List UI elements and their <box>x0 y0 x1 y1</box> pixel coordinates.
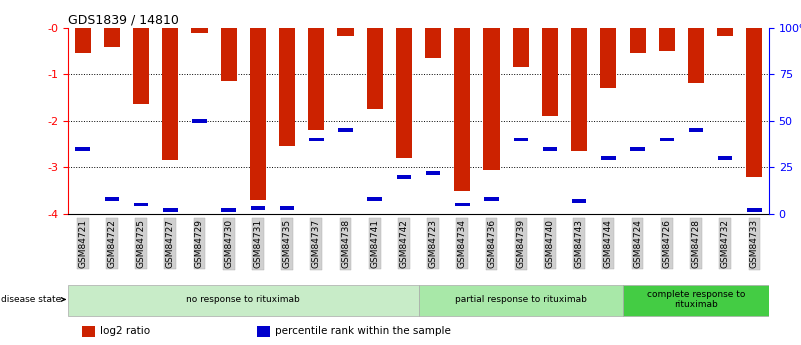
Bar <box>485 197 499 201</box>
Text: GSM84738: GSM84738 <box>341 219 350 268</box>
Bar <box>600 28 617 88</box>
Text: percentile rank within the sample: percentile rank within the sample <box>275 326 451 336</box>
Bar <box>83 326 95 337</box>
Text: GSM84736: GSM84736 <box>487 219 496 268</box>
Bar <box>542 28 558 116</box>
Bar <box>163 208 178 212</box>
Text: GSM84735: GSM84735 <box>283 219 292 268</box>
Text: GSM84739: GSM84739 <box>516 219 525 268</box>
Bar <box>747 208 762 212</box>
Bar <box>257 326 270 337</box>
Bar <box>484 28 500 170</box>
Text: GSM84730: GSM84730 <box>224 219 233 268</box>
Text: complete response to
rituximab: complete response to rituximab <box>646 290 745 309</box>
Bar <box>221 208 236 212</box>
Bar <box>74 28 91 53</box>
Text: GDS1839 / 14810: GDS1839 / 14810 <box>68 13 179 27</box>
Bar <box>659 138 674 141</box>
Text: GSM84721: GSM84721 <box>78 219 87 268</box>
Bar <box>75 147 90 150</box>
Bar <box>572 199 586 203</box>
Bar <box>279 28 295 146</box>
Bar <box>455 203 469 206</box>
Text: GSM84737: GSM84737 <box>312 219 321 268</box>
Text: GSM84723: GSM84723 <box>429 219 437 268</box>
FancyBboxPatch shape <box>623 285 769 316</box>
Bar <box>250 28 266 200</box>
Text: GSM84726: GSM84726 <box>662 219 671 268</box>
FancyBboxPatch shape <box>418 285 623 316</box>
Bar <box>630 28 646 53</box>
Bar <box>513 28 529 67</box>
Bar <box>251 206 265 210</box>
Text: GSM84743: GSM84743 <box>574 219 584 268</box>
Bar <box>717 28 733 36</box>
Bar <box>105 197 119 201</box>
Bar <box>191 28 207 33</box>
Text: GSM84728: GSM84728 <box>691 219 700 268</box>
Bar <box>163 28 179 160</box>
FancyBboxPatch shape <box>68 285 418 316</box>
Bar <box>280 206 294 210</box>
Text: GSM84722: GSM84722 <box>107 219 116 268</box>
Bar <box>396 175 411 178</box>
Bar <box>601 156 616 160</box>
Bar <box>688 28 704 83</box>
Bar <box>454 28 470 190</box>
Bar <box>368 197 382 201</box>
Text: GSM84734: GSM84734 <box>458 219 467 268</box>
Bar <box>747 28 763 177</box>
Text: GSM84744: GSM84744 <box>604 219 613 268</box>
Bar <box>689 128 703 132</box>
Bar <box>338 128 352 132</box>
Text: log2 ratio: log2 ratio <box>99 326 150 336</box>
Text: GSM84725: GSM84725 <box>137 219 146 268</box>
Text: disease state: disease state <box>2 295 65 304</box>
Text: GSM84729: GSM84729 <box>195 219 204 268</box>
Bar <box>192 119 207 122</box>
Text: GSM84732: GSM84732 <box>721 219 730 268</box>
Text: GSM84731: GSM84731 <box>253 219 263 268</box>
Bar <box>396 28 412 158</box>
Bar <box>425 28 441 58</box>
Bar <box>658 28 674 51</box>
Bar <box>513 138 528 141</box>
Text: GSM84741: GSM84741 <box>370 219 379 268</box>
Bar <box>630 147 645 150</box>
Bar <box>337 28 353 36</box>
Bar <box>543 147 557 150</box>
Bar <box>134 203 148 206</box>
Bar <box>426 171 441 175</box>
Bar <box>308 28 324 130</box>
Text: GSM84733: GSM84733 <box>750 219 759 268</box>
Text: GSM84727: GSM84727 <box>166 219 175 268</box>
Text: no response to rituximab: no response to rituximab <box>187 295 300 304</box>
Text: GSM84742: GSM84742 <box>400 219 409 268</box>
Text: partial response to rituximab: partial response to rituximab <box>455 295 586 304</box>
Text: GSM84740: GSM84740 <box>545 219 554 268</box>
Text: GSM84724: GSM84724 <box>633 219 642 268</box>
Bar <box>367 28 383 109</box>
Bar <box>104 28 120 47</box>
Bar <box>571 28 587 151</box>
Bar <box>220 28 237 81</box>
Bar <box>309 138 324 141</box>
Bar <box>133 28 149 105</box>
Bar <box>718 156 732 160</box>
